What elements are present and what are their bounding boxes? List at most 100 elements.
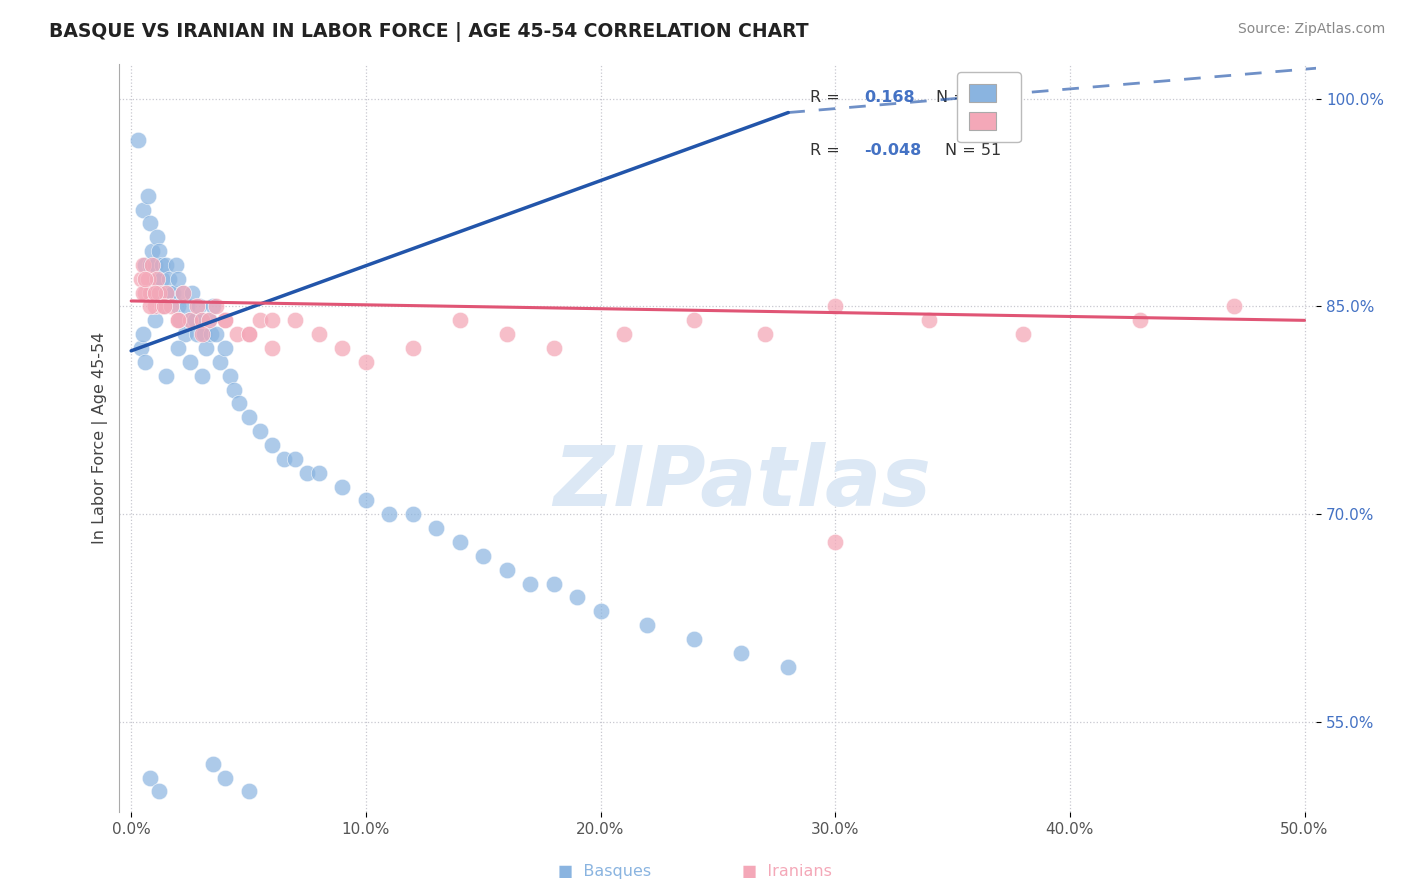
Point xyxy=(495,327,517,342)
Point xyxy=(225,327,247,342)
Point xyxy=(918,313,941,327)
Point xyxy=(260,341,283,355)
Point xyxy=(214,313,236,327)
Point xyxy=(354,493,377,508)
Point xyxy=(295,466,318,480)
Point xyxy=(155,258,177,272)
Point xyxy=(129,272,152,286)
Point xyxy=(284,313,307,327)
Point xyxy=(139,258,162,272)
Point xyxy=(238,410,260,425)
Point xyxy=(136,188,159,202)
Point xyxy=(636,618,658,632)
Point xyxy=(202,756,225,771)
Point xyxy=(143,313,166,327)
Point xyxy=(195,341,218,355)
Point xyxy=(155,285,177,300)
Point xyxy=(134,258,156,272)
Point xyxy=(683,632,706,646)
Point xyxy=(249,424,271,438)
Point xyxy=(260,438,283,452)
Point xyxy=(132,327,155,342)
Point xyxy=(565,591,588,605)
Point xyxy=(146,272,169,286)
Point xyxy=(143,285,166,300)
Point xyxy=(148,784,170,798)
Point xyxy=(167,313,190,327)
Point xyxy=(132,258,155,272)
Point xyxy=(200,327,222,342)
Point xyxy=(172,285,194,300)
Point xyxy=(228,396,250,410)
Point xyxy=(188,300,211,314)
Point xyxy=(543,341,565,355)
Point xyxy=(136,272,159,286)
Point xyxy=(165,258,187,272)
Point xyxy=(155,285,177,300)
Point xyxy=(1012,327,1035,342)
Point xyxy=(167,341,190,355)
Point xyxy=(332,341,354,355)
Point xyxy=(176,300,198,314)
Point xyxy=(153,300,176,314)
Point xyxy=(730,646,752,660)
Point xyxy=(197,313,219,327)
Point xyxy=(132,285,155,300)
Point xyxy=(167,272,190,286)
Point xyxy=(139,771,162,785)
Point xyxy=(519,576,541,591)
Text: N = 51: N = 51 xyxy=(945,143,1001,158)
Text: Source: ZipAtlas.com: Source: ZipAtlas.com xyxy=(1237,22,1385,37)
Point xyxy=(132,202,155,217)
Point xyxy=(139,300,162,314)
Point xyxy=(238,784,260,798)
Point xyxy=(155,368,177,383)
Point xyxy=(238,327,260,342)
Point xyxy=(589,604,612,618)
Point xyxy=(308,327,330,342)
Point xyxy=(167,313,190,327)
Point xyxy=(143,272,166,286)
Point xyxy=(183,313,205,327)
Point xyxy=(160,285,183,300)
Point xyxy=(214,771,236,785)
Text: -0.048: -0.048 xyxy=(863,143,921,158)
Point xyxy=(160,300,183,314)
Point xyxy=(179,355,201,369)
Point xyxy=(273,451,295,466)
Point xyxy=(157,272,180,286)
Point xyxy=(190,368,212,383)
Point xyxy=(146,230,169,244)
Point xyxy=(150,300,173,314)
Point xyxy=(449,313,471,327)
Point xyxy=(308,466,330,480)
Point xyxy=(146,272,169,286)
Point xyxy=(174,327,197,342)
Point xyxy=(193,327,215,342)
Point xyxy=(214,341,236,355)
Point xyxy=(402,508,425,522)
Point xyxy=(179,313,201,327)
Point xyxy=(148,285,170,300)
Point xyxy=(332,479,354,493)
Point xyxy=(204,327,226,342)
Text: ■  Iranians: ■ Iranians xyxy=(742,864,832,879)
Point xyxy=(162,285,184,300)
Point xyxy=(613,327,636,342)
Point xyxy=(204,300,226,314)
Point xyxy=(141,244,163,258)
Point xyxy=(141,285,163,300)
Point xyxy=(425,521,447,535)
Point xyxy=(153,300,176,314)
Point xyxy=(169,313,191,327)
Point xyxy=(1223,300,1246,314)
Point xyxy=(129,341,152,355)
Point xyxy=(1129,313,1152,327)
Y-axis label: In Labor Force | Age 45-54: In Labor Force | Age 45-54 xyxy=(93,332,108,544)
Point xyxy=(197,313,219,327)
Point xyxy=(209,355,232,369)
Text: R =: R = xyxy=(810,143,845,158)
Point xyxy=(449,535,471,549)
Legend: , : , xyxy=(957,72,1021,142)
Point xyxy=(167,300,190,314)
